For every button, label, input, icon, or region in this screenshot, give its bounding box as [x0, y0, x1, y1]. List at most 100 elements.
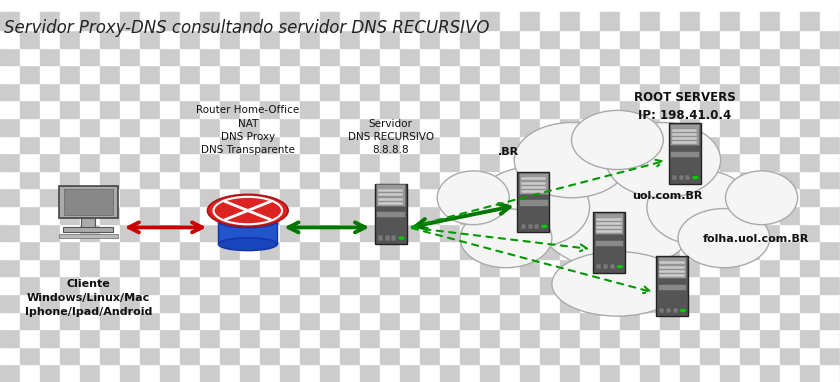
Bar	[500, 136, 520, 153]
Bar	[391, 235, 396, 241]
Bar	[700, 83, 720, 100]
Bar	[640, 118, 660, 136]
Bar	[800, 294, 820, 312]
Bar	[720, 12, 740, 30]
Ellipse shape	[678, 209, 769, 268]
Bar	[160, 294, 180, 312]
Bar	[0, 259, 20, 277]
Ellipse shape	[571, 110, 664, 170]
Bar	[440, 364, 460, 382]
Bar	[500, 30, 520, 48]
Bar	[80, 347, 100, 364]
Bar	[500, 364, 520, 382]
Bar	[500, 48, 520, 65]
Bar	[120, 188, 140, 206]
Bar	[800, 241, 820, 259]
Bar	[340, 83, 360, 100]
Bar	[120, 100, 140, 118]
Bar	[540, 83, 560, 100]
Bar	[560, 100, 580, 118]
Bar	[820, 223, 840, 241]
Bar	[560, 12, 580, 30]
Bar	[620, 12, 640, 30]
Bar	[640, 223, 660, 241]
Bar	[360, 188, 380, 206]
Bar	[300, 329, 320, 347]
Bar	[580, 136, 600, 153]
Bar	[780, 206, 800, 223]
Bar	[600, 223, 620, 241]
Bar	[260, 118, 280, 136]
Bar	[560, 241, 580, 259]
Bar	[720, 259, 740, 277]
Bar	[260, 312, 280, 329]
Bar	[440, 188, 460, 206]
Bar	[521, 224, 526, 229]
Bar	[500, 206, 520, 223]
Bar	[460, 30, 480, 48]
Bar	[380, 100, 400, 118]
Bar	[760, 241, 780, 259]
Bar	[760, 364, 780, 382]
Bar	[360, 364, 380, 382]
Bar	[320, 364, 340, 382]
Bar	[120, 118, 140, 136]
Bar	[200, 48, 220, 65]
Bar	[320, 312, 340, 329]
Bar	[340, 206, 360, 223]
Bar	[220, 136, 240, 153]
Bar	[0, 83, 20, 100]
Bar	[160, 48, 180, 65]
Bar	[400, 294, 420, 312]
Bar	[160, 83, 180, 100]
Bar	[300, 118, 320, 136]
Bar	[580, 100, 600, 118]
Bar	[20, 277, 40, 294]
Bar	[720, 223, 740, 241]
Bar	[260, 259, 280, 277]
Bar	[120, 347, 140, 364]
Bar	[20, 136, 40, 153]
Bar	[656, 256, 688, 316]
Bar	[360, 30, 380, 48]
Bar	[720, 188, 740, 206]
Bar	[180, 12, 200, 30]
Bar	[60, 12, 80, 30]
Bar	[460, 118, 480, 136]
Bar	[220, 188, 240, 206]
Bar	[375, 184, 407, 244]
Bar	[480, 136, 500, 153]
Bar	[260, 188, 280, 206]
Bar	[600, 294, 620, 312]
Bar	[820, 83, 840, 100]
Bar	[460, 83, 480, 100]
Bar	[620, 294, 640, 312]
Bar	[220, 48, 240, 65]
Bar	[360, 171, 380, 188]
Bar	[120, 65, 140, 83]
Bar	[620, 136, 640, 153]
Bar	[280, 188, 300, 206]
Bar	[180, 206, 200, 223]
Bar	[120, 241, 140, 259]
Bar	[560, 259, 580, 277]
Bar	[320, 48, 340, 65]
Bar	[580, 294, 600, 312]
Bar	[640, 329, 660, 347]
Bar	[620, 241, 640, 259]
Bar	[0, 241, 20, 259]
Bar	[780, 65, 800, 83]
Bar	[220, 100, 240, 118]
Bar	[440, 347, 460, 364]
Bar	[280, 171, 300, 188]
Bar	[420, 100, 440, 118]
Bar	[376, 185, 405, 206]
Bar	[659, 308, 664, 313]
Bar	[60, 48, 80, 65]
Bar	[160, 259, 180, 277]
Bar	[140, 136, 160, 153]
Bar	[700, 100, 720, 118]
Bar	[40, 100, 60, 118]
Bar	[140, 364, 160, 382]
Bar	[420, 48, 440, 65]
